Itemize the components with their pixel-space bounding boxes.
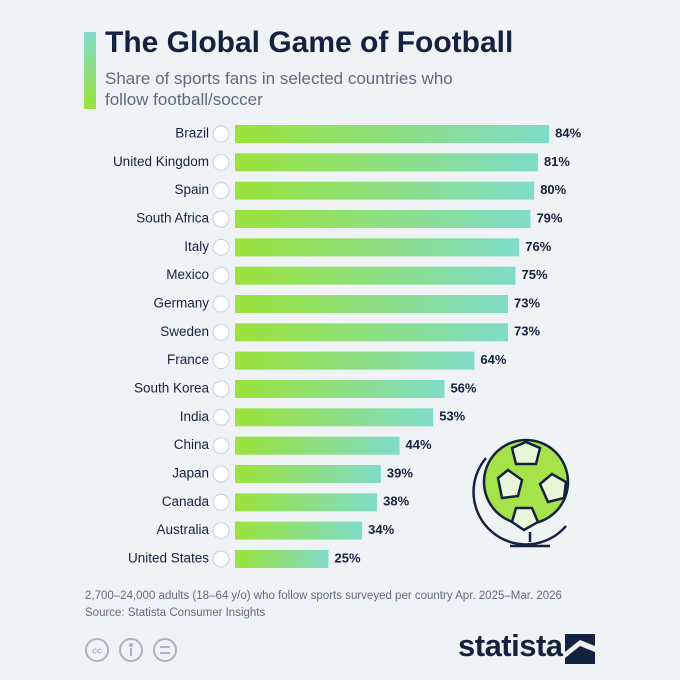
flag-placeholder [212, 352, 230, 370]
flag-placeholder [212, 238, 230, 256]
value-label: 38% [383, 494, 409, 509]
value-label: 80% [540, 182, 566, 197]
license-icons: cc [85, 638, 177, 662]
flag-placeholder [212, 493, 230, 511]
flag-placeholder [212, 267, 230, 285]
bar [235, 294, 509, 313]
flag-placeholder [212, 380, 230, 398]
bar [235, 153, 538, 172]
category-label: Brazil [175, 126, 209, 141]
value-label: 81% [544, 154, 570, 169]
category-label: France [167, 352, 209, 367]
category-label: United Kingdom [113, 154, 209, 169]
globe-icon [472, 438, 570, 548]
value-label: 53% [439, 409, 465, 424]
bar [235, 436, 400, 455]
value-label: 39% [387, 465, 413, 480]
value-label: 73% [514, 295, 540, 310]
value-label: 34% [368, 522, 394, 537]
accent-bar [84, 32, 96, 109]
bar [235, 125, 550, 143]
flag-placeholder [212, 408, 230, 426]
bar [235, 493, 378, 512]
category-label: South Africa [136, 211, 209, 226]
category-label: Australia [156, 522, 209, 537]
flag-placeholder [212, 125, 230, 143]
bar [235, 238, 520, 257]
flag-placeholder [212, 153, 230, 171]
value-label: 75% [522, 267, 548, 282]
category-label: South Korea [134, 381, 210, 396]
value-label: 73% [514, 324, 540, 339]
bar [235, 379, 445, 398]
flag-placeholder [212, 437, 230, 455]
survey-note: 2,700–24,000 adults (18–64 y/o) who foll… [85, 590, 562, 602]
bar [235, 408, 434, 427]
value-label: 76% [525, 239, 551, 254]
flag-placeholder [212, 465, 230, 483]
flag-placeholder [212, 295, 230, 313]
bar [235, 549, 329, 568]
bar [235, 181, 535, 200]
value-label: 44% [406, 437, 432, 452]
logo-mark [565, 634, 595, 664]
source: Source: Statista Consumer Insights [85, 607, 266, 619]
flag-placeholder [212, 323, 230, 341]
category-label: Italy [184, 239, 209, 254]
value-label: 64% [480, 352, 506, 367]
svg-text:cc: cc [92, 645, 102, 655]
flag-placeholder [212, 210, 230, 228]
logo: statista [458, 628, 563, 663]
bar [235, 266, 516, 285]
category-label: Canada [162, 494, 210, 509]
value-label: 79% [536, 210, 562, 225]
chart-title: The Global Game of Football [105, 26, 514, 59]
category-label: Germany [153, 296, 209, 311]
bar [235, 464, 381, 483]
category-label: China [174, 437, 210, 452]
footnote: 2,700–24,000 adults (18–64 y/o) who foll… [85, 588, 562, 622]
flag-placeholder [212, 182, 230, 200]
category-label: Japan [172, 466, 209, 481]
category-label: Spain [174, 182, 209, 197]
flag-placeholder [212, 550, 230, 568]
bar [235, 323, 509, 342]
value-label: 25% [335, 550, 361, 565]
category-label: Mexico [166, 267, 209, 282]
chart-subtitle: Share of sports fans in selected countri… [105, 69, 453, 109]
value-label: 56% [450, 380, 476, 395]
category-label: India [180, 409, 210, 424]
bar [235, 351, 475, 370]
bar [235, 209, 531, 228]
category-label: United States [128, 551, 209, 566]
flag-placeholder [212, 522, 230, 540]
category-label: Sweden [160, 324, 209, 339]
value-label: 84% [555, 125, 581, 140]
bar [235, 521, 363, 540]
